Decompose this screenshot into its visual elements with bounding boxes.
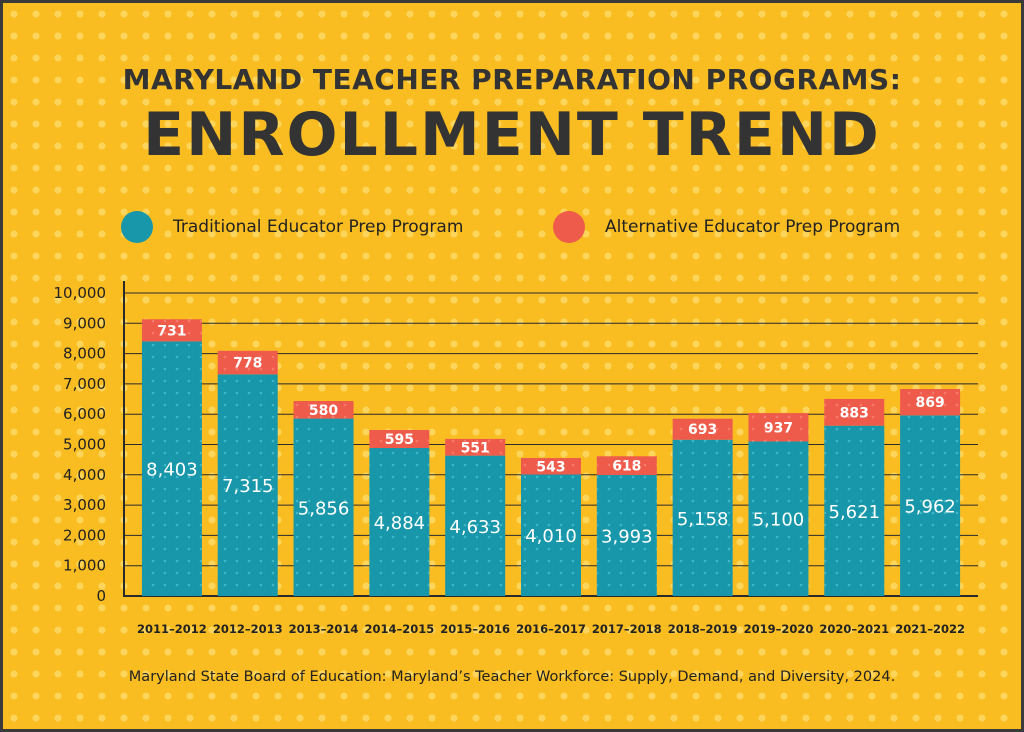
bar-traditional-texture <box>748 441 809 596</box>
data-label-alternative: 618 <box>612 459 641 475</box>
x-tick-label: 2015–2016 <box>440 622 510 636</box>
legend-traditional: Traditional Educator Prep Program <box>121 209 463 245</box>
legend-alternative: Alternative Educator Prep Program <box>553 209 900 245</box>
data-label-traditional: 4,010 <box>525 526 577 547</box>
y-tick-label: 4,000 <box>63 466 106 484</box>
y-tick-label: 1,000 <box>63 557 106 575</box>
data-label-traditional: 8,403 <box>146 460 198 481</box>
y-tick-label: 2,000 <box>63 526 106 544</box>
y-tick-label: 3,000 <box>63 496 106 514</box>
y-tick-label: 8,000 <box>63 345 106 363</box>
x-tick-label: 2014–2015 <box>364 622 434 636</box>
bar-alternative-texture <box>824 398 885 426</box>
data-label-traditional: 5,158 <box>677 509 729 530</box>
legend-label-alternative: Alternative Educator Prep Program <box>605 217 901 237</box>
bar-traditional-texture <box>672 439 733 596</box>
data-label-alternative: 883 <box>840 405 869 421</box>
y-tick-label: 10,000 <box>54 284 107 302</box>
legend-swatch-alternative <box>553 211 585 243</box>
x-tick-label: 2017–2018 <box>592 622 662 636</box>
chart-supertitle: MARYLAND TEACHER PREPARATION PROGRAMS: <box>122 63 902 96</box>
data-label-alternative: 693 <box>688 422 717 438</box>
bar-traditional-texture <box>293 418 354 596</box>
bar-traditional-texture <box>445 455 506 596</box>
bar-alternative-texture <box>369 429 430 449</box>
y-tick-label: 7,000 <box>63 375 106 393</box>
bar-alternative-texture <box>217 350 278 375</box>
bar-traditional-texture <box>596 475 657 596</box>
bar-alternative-texture <box>672 418 733 440</box>
y-tick-label: 5,000 <box>63 436 106 454</box>
data-label-traditional: 4,884 <box>374 513 426 534</box>
bar-chart: 10,000 9,000 8,000 7,000 6,000 5,000 4,000 3,00… <box>54 281 978 636</box>
data-label-traditional: 4,633 <box>449 517 501 538</box>
data-label-alternative: 580 <box>309 403 338 419</box>
x-tick-label: 2018–2019 <box>668 622 738 636</box>
data-label-traditional: 5,100 <box>753 510 805 531</box>
legend-swatch-traditional <box>121 211 153 243</box>
y-tick-label: 0 <box>96 587 106 605</box>
bar-alternative-texture <box>748 413 809 442</box>
bar-traditional-texture <box>824 425 885 596</box>
bar-traditional-texture <box>521 474 581 596</box>
data-label-alternative: 543 <box>536 459 565 475</box>
bar-alternative-texture <box>293 400 354 419</box>
data-label-alternative: 731 <box>157 323 186 339</box>
data-label-alternative: 778 <box>233 356 262 372</box>
x-tick-label: 2019–2020 <box>744 622 814 636</box>
bar-alternative-texture <box>521 458 581 475</box>
x-tick-label: 2016–2017 <box>516 622 586 636</box>
x-tick-label: 2012–2013 <box>213 622 283 636</box>
bar-alternative-texture <box>900 389 961 416</box>
bar-alternative-texture <box>596 456 657 476</box>
source-citation: Maryland State Board of Education: Maryl… <box>128 669 896 685</box>
bar-traditional-texture <box>217 374 278 596</box>
y-tick-label: 6,000 <box>63 405 106 423</box>
data-label-alternative: 937 <box>764 420 793 436</box>
data-label-traditional: 3,993 <box>601 527 653 548</box>
data-label-traditional: 5,856 <box>298 498 350 519</box>
bar-alternative-texture <box>141 319 202 342</box>
bar-alternative-texture <box>445 438 506 456</box>
data-label-alternative: 869 <box>915 395 944 411</box>
chart-title: ENROLLMENT TREND <box>143 100 881 170</box>
legend-label-traditional: Traditional Educator Prep Program <box>173 217 464 237</box>
y-tick-label: 9,000 <box>63 314 106 332</box>
x-tick-label: 2021–2022 <box>895 622 965 636</box>
data-label-traditional: 5,962 <box>904 497 956 518</box>
data-label-traditional: 5,621 <box>829 502 881 523</box>
x-tick-label: 2020–2021 <box>819 622 889 636</box>
bar-traditional-texture <box>369 448 430 596</box>
data-label-alternative: 595 <box>385 432 414 448</box>
data-label-traditional: 7,315 <box>222 476 274 497</box>
bar-traditional-texture <box>900 415 961 596</box>
x-tick-label: 2011–2012 <box>137 622 207 636</box>
x-tick-label: 2013–2014 <box>289 622 359 636</box>
bar-traditional-texture <box>141 341 202 596</box>
data-label-alternative: 551 <box>461 440 490 456</box>
